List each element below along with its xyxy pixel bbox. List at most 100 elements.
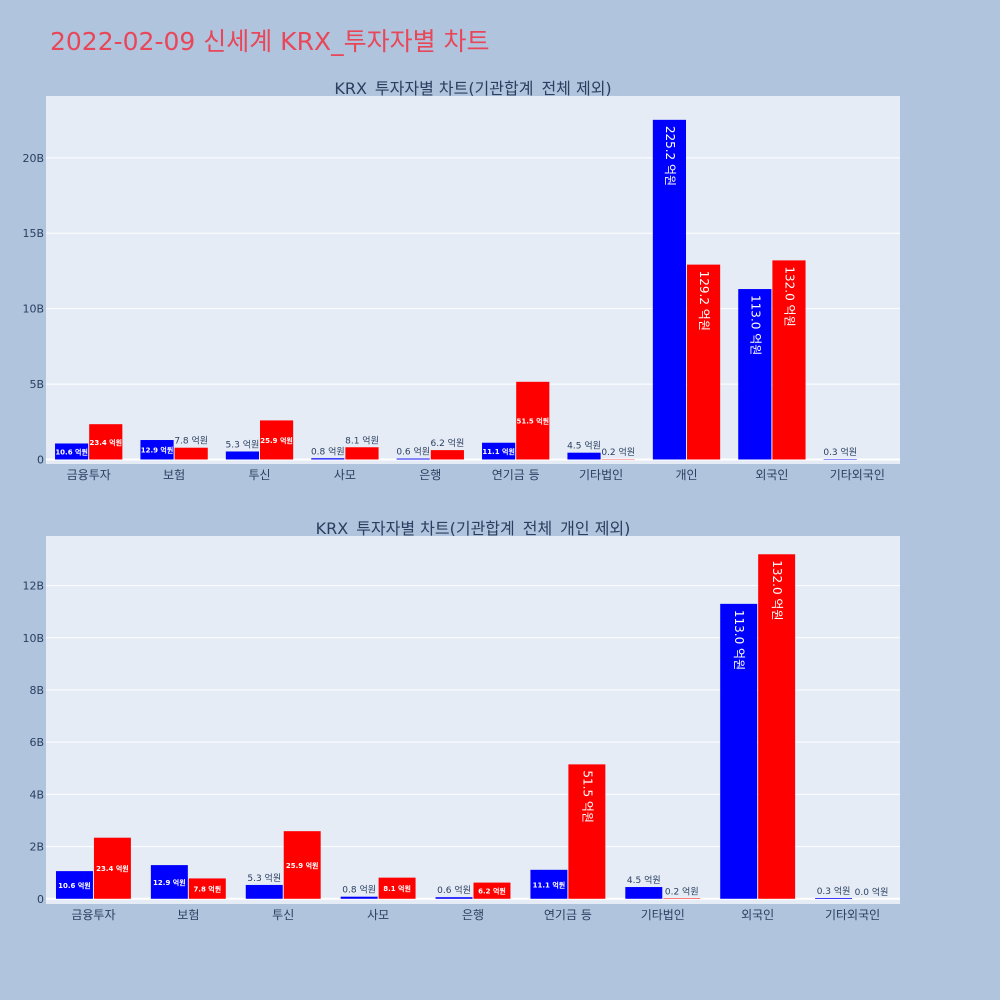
bar <box>55 871 93 899</box>
chart-title: KRX_투자자별 차트(기관합계_전체 제외) <box>334 79 611 99</box>
bar <box>473 882 511 899</box>
bar-value-label: 0.6 억원 <box>396 446 430 458</box>
bar-value-label: 12.9 억원 <box>141 446 174 455</box>
bar <box>188 878 226 899</box>
bar <box>625 887 663 899</box>
bar-value-label: 51.5 억원 <box>580 770 594 823</box>
bar-value-label: 25.9 억원 <box>286 861 319 870</box>
y-tick-label: 8B <box>29 684 44 697</box>
x-category-label: 은행 <box>462 907 484 922</box>
bar <box>815 897 853 899</box>
bar <box>435 897 473 899</box>
bar-value-label: 25.9 억원 <box>260 436 293 445</box>
bar-value-label: 113.0 억원 <box>732 610 746 670</box>
bar-value-label: 8.1 억원 <box>345 434 379 446</box>
bar <box>430 450 464 460</box>
bar-value-label: 0.2 억원 <box>601 446 635 458</box>
x-category-label: 보험 <box>177 908 199 922</box>
chart-title: KRX_투자자별 차트(기관합계_전체_개인 제외) <box>316 519 631 539</box>
y-tick-label: 0 <box>37 893 44 906</box>
bar <box>758 554 796 899</box>
x-category-label: 기타외국인 <box>825 908 880 922</box>
x-category-label: 사모 <box>367 908 389 922</box>
bar-value-label: 132.0 억원 <box>782 266 796 326</box>
bar-value-label: 7.8 억원 <box>193 885 221 894</box>
bar-value-label: 113.0 억원 <box>748 295 762 355</box>
bar <box>55 443 89 460</box>
bar <box>516 381 550 460</box>
bar <box>260 420 294 460</box>
x-category-label: 기타법인 <box>641 908 685 922</box>
bar-value-label: 129.2 억원 <box>697 271 711 331</box>
bar <box>378 877 416 899</box>
x-category-label: 금융투자 <box>67 468 111 482</box>
bar-value-label: 6.2 억원 <box>478 887 506 896</box>
bar-value-label: 4.5 억원 <box>567 440 601 452</box>
y-tick-label: 4B <box>29 788 44 801</box>
bar <box>482 442 516 460</box>
page-title: 2022-02-09 신세계 KRX_투자자별 차트 <box>50 27 490 56</box>
bar <box>283 831 321 899</box>
bar-value-label: 0.3 억원 <box>823 446 857 458</box>
y-tick-label: 10B <box>22 303 44 316</box>
bar <box>530 869 568 899</box>
plot-area <box>46 96 900 464</box>
bar-value-label: 0.3 억원 <box>817 885 851 897</box>
bar-value-label: 0.2 억원 <box>665 885 699 897</box>
plot-area <box>46 536 900 904</box>
y-tick-label: 5B <box>29 378 44 391</box>
bar-value-label: 11.1 억원 <box>533 880 566 889</box>
bar <box>345 447 379 460</box>
y-tick-label: 12B <box>22 580 44 593</box>
y-tick-label: 15B <box>22 227 44 240</box>
bar <box>663 898 701 899</box>
bar <box>245 884 283 899</box>
bar <box>567 452 601 460</box>
bar <box>340 896 378 899</box>
bar <box>652 119 686 460</box>
y-tick-label: 6B <box>29 736 44 749</box>
bar <box>568 764 606 899</box>
bar-value-label: 0.0 억원 <box>855 886 889 898</box>
bar-value-label: 0.6 억원 <box>437 884 471 896</box>
bar <box>89 424 123 460</box>
bar <box>720 603 758 899</box>
x-category-label: 외국인 <box>741 908 774 922</box>
bar-value-label: 4.5 억원 <box>627 874 661 886</box>
x-category-label: 연기금 등 <box>492 468 540 482</box>
bar-value-label: 5.3 억원 <box>226 438 260 450</box>
bar <box>150 865 188 899</box>
bar-value-label: 10.6 억원 <box>55 447 88 456</box>
bar-value-label: 7.8 억원 <box>174 435 208 447</box>
bar <box>140 440 174 460</box>
bar <box>311 458 345 460</box>
y-tick-label: 2B <box>29 841 44 854</box>
bar <box>738 289 772 460</box>
bar <box>396 458 430 460</box>
x-category-label: 은행 <box>419 467 441 482</box>
bar-value-label: 8.1 억원 <box>383 884 411 893</box>
bar <box>772 260 806 460</box>
bar-value-label: 6.2 억원 <box>431 437 465 449</box>
bar-value-label: 10.6 억원 <box>58 881 91 890</box>
x-category-label: 기타외국인 <box>830 468 885 482</box>
x-category-label: 투신 <box>272 908 294 922</box>
bar-value-label: 23.4 억원 <box>96 864 129 873</box>
x-category-label: 외국인 <box>755 468 788 482</box>
bar <box>174 447 208 460</box>
x-category-label: 보험 <box>163 468 185 482</box>
bar-value-label: 11.1 억원 <box>482 447 515 456</box>
x-category-label: 기타법인 <box>579 468 623 482</box>
x-category-label: 금융투자 <box>71 908 115 922</box>
bar-value-label: 0.8 억원 <box>311 445 345 457</box>
investor-chart-all: KRX_투자자별 차트(기관합계_전체 제외) 0 5B 10B 15B 20B 금융투자 1… <box>22 79 900 482</box>
x-category-label: 투신 <box>248 468 270 482</box>
bar-value-label: 23.4 억원 <box>89 438 122 447</box>
bar <box>687 264 721 460</box>
bar-value-label: 12.9 억원 <box>153 878 186 887</box>
x-category-label: 연기금 등 <box>544 908 592 922</box>
x-category-label: 사모 <box>334 468 356 482</box>
y-tick-label: 0 <box>37 453 44 466</box>
bar-value-label: 0.8 억원 <box>342 884 376 896</box>
